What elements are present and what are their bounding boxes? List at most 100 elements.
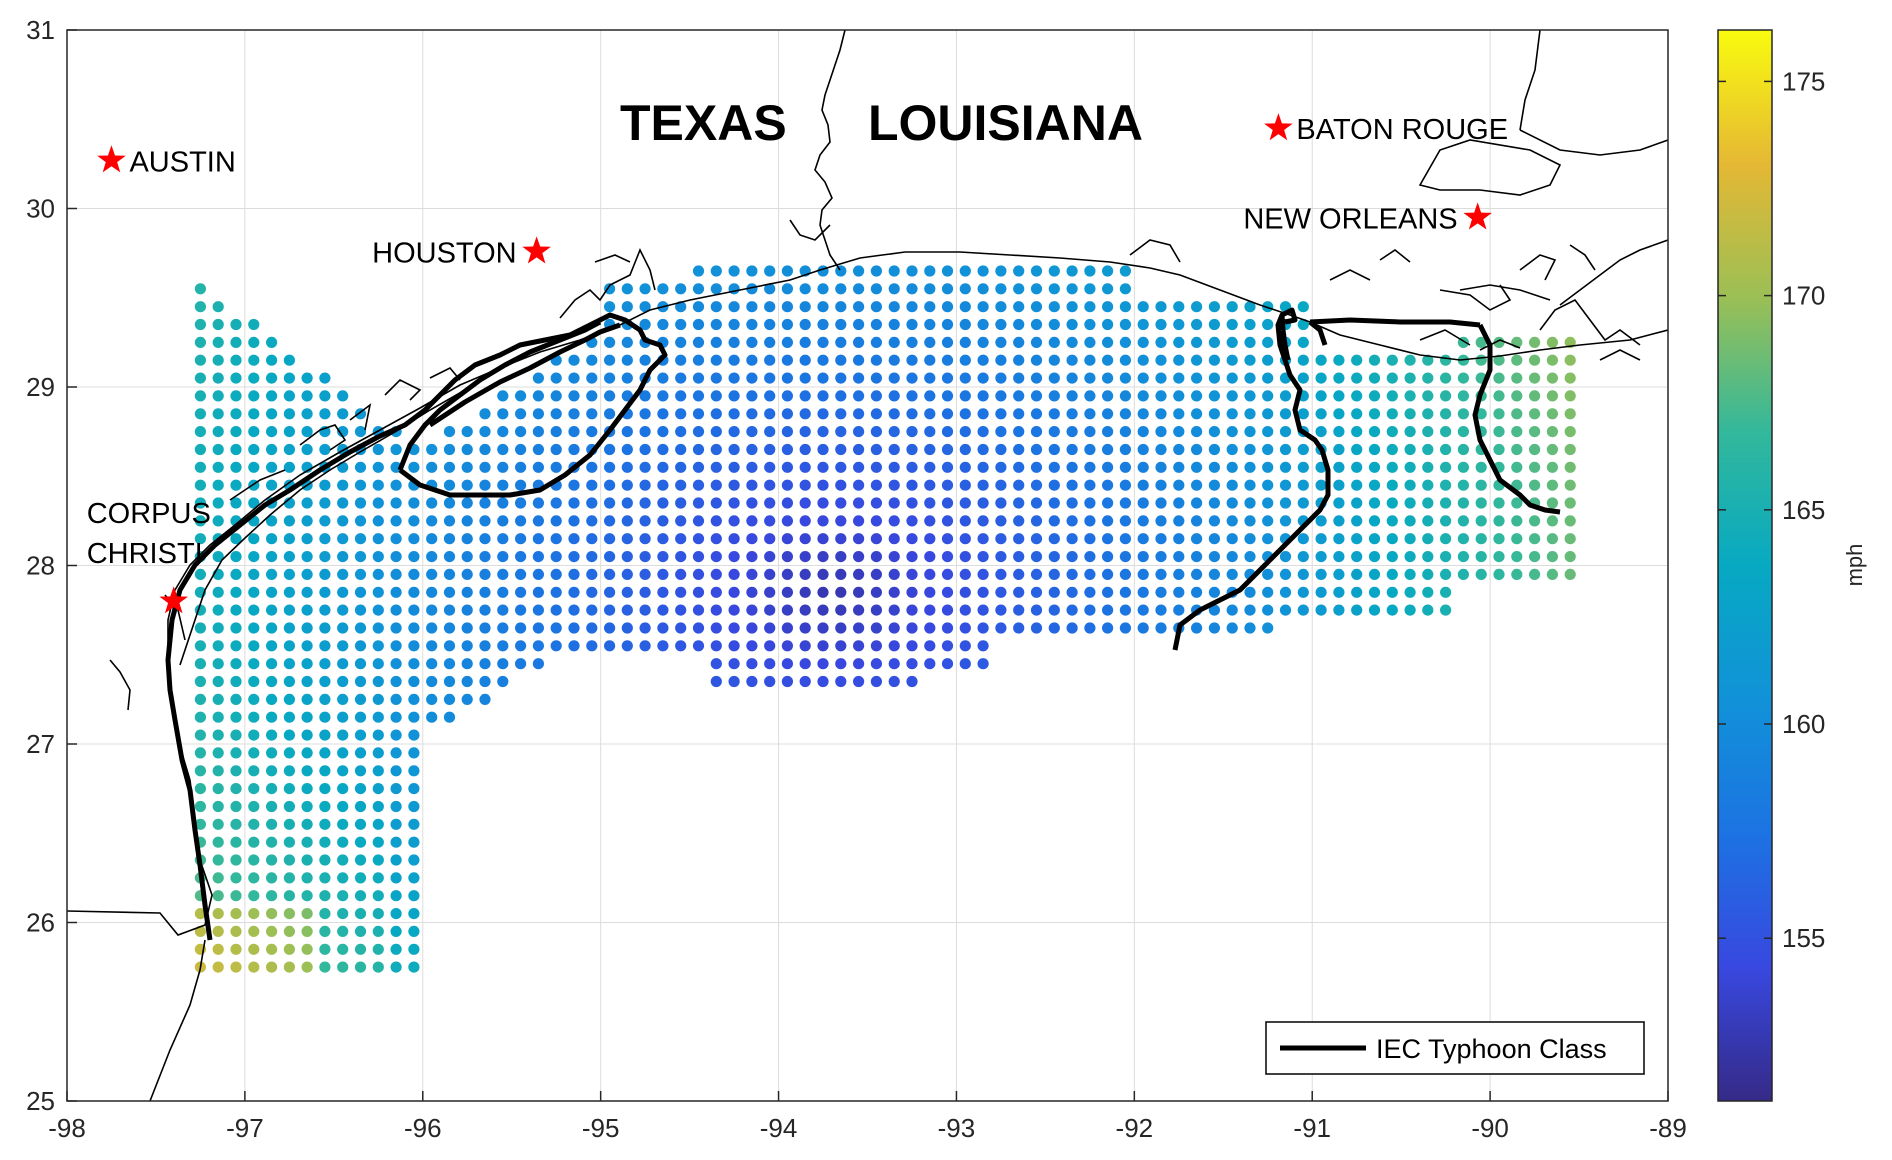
- wind-speed-point: [835, 354, 847, 366]
- wind-speed-point: [746, 372, 758, 384]
- wind-speed-point: [1226, 461, 1238, 473]
- wind-speed-point: [1404, 443, 1416, 456]
- wind-speed-point: [1119, 533, 1131, 545]
- wind-speed-point: [977, 265, 989, 277]
- wind-speed-point: [621, 372, 633, 384]
- wind-speed-point: [835, 318, 847, 331]
- wind-speed-point: [568, 604, 580, 616]
- wind-speed-point: [781, 443, 794, 456]
- wind-speed-point: [870, 640, 883, 652]
- wind-speed-point: [657, 408, 669, 420]
- wind-speed-point: [568, 586, 580, 598]
- wind-speed-point: [1529, 408, 1541, 420]
- wind-speed-point: [1386, 515, 1398, 527]
- wind-speed-point: [497, 675, 509, 688]
- wind-speed-point: [1226, 390, 1238, 402]
- wind-speed-point: [746, 640, 758, 652]
- x-tick-label: -90: [1471, 1113, 1509, 1143]
- wind-speed-point: [995, 533, 1007, 545]
- wind-speed-point: [1191, 336, 1203, 348]
- wind-speed-point: [888, 533, 900, 545]
- wind-speed-point: [764, 461, 776, 473]
- wind-speed-point: [354, 568, 367, 581]
- wind-speed-point: [443, 675, 456, 688]
- wind-speed-point: [1226, 354, 1238, 366]
- wind-speed-point: [835, 372, 847, 384]
- wind-speed-point: [604, 551, 616, 563]
- wind-speed-point: [230, 318, 242, 331]
- wind-speed-point: [1511, 461, 1523, 473]
- wind-speed-point: [835, 551, 847, 563]
- wind-speed-point: [390, 622, 402, 634]
- wind-speed-point: [1529, 551, 1541, 563]
- wind-speed-point: [1279, 568, 1292, 581]
- wind-speed-point: [888, 658, 900, 670]
- wind-speed-point: [372, 586, 384, 598]
- wind-speed-point: [443, 551, 456, 563]
- wind-speed-point: [248, 426, 260, 438]
- wind-speed-point: [408, 533, 420, 545]
- wind-speed-point: [194, 515, 206, 527]
- wind-speed-point: [337, 836, 349, 848]
- wind-speed-point: [212, 836, 224, 848]
- wind-speed-point: [1155, 515, 1167, 527]
- wind-speed-point: [230, 925, 242, 938]
- wind-speed-point: [1351, 354, 1363, 366]
- wind-speed-point: [995, 515, 1007, 527]
- wind-speed-point: [870, 604, 883, 616]
- wind-speed-point: [479, 551, 491, 563]
- wind-speed-point: [621, 479, 633, 491]
- wind-speed-point: [799, 658, 811, 670]
- wind-speed-point: [1457, 461, 1469, 473]
- wind-speed-point: [621, 515, 633, 527]
- wind-speed-point: [1493, 533, 1505, 545]
- wind-speed-point: [497, 426, 509, 438]
- wind-speed-point: [1048, 372, 1060, 384]
- wind-speed-point: [354, 658, 367, 670]
- wind-speed-point: [888, 390, 900, 402]
- wind-speed-point: [639, 301, 651, 313]
- wind-speed-point: [1386, 354, 1398, 366]
- wind-speed-point: [390, 908, 402, 920]
- wind-speed-point: [194, 675, 206, 688]
- wind-speed-point: [817, 301, 829, 313]
- wind-speed-point: [781, 318, 794, 331]
- wind-speed-point: [1030, 551, 1043, 563]
- wind-speed-point: [1030, 461, 1043, 473]
- wind-speed-point: [497, 622, 509, 634]
- wind-speed-point: [515, 640, 527, 652]
- wind-speed-point: [568, 551, 580, 563]
- wind-speed-point: [354, 711, 367, 723]
- wind-speed-point: [959, 336, 971, 348]
- wind-speed-point: [941, 622, 954, 634]
- wind-speed-point: [497, 408, 509, 420]
- wind-speed-point: [764, 426, 776, 438]
- wind-speed-point: [1137, 301, 1149, 313]
- wind-speed-point: [1048, 265, 1060, 277]
- wind-speed-point: [354, 800, 367, 813]
- wind-speed-point: [995, 408, 1007, 420]
- wind-speed-point: [941, 515, 954, 527]
- wind-speed-point: [835, 533, 847, 545]
- city-1: HOUSTON: [372, 236, 551, 269]
- wind-speed-point: [212, 783, 224, 795]
- wind-speed-point: [1529, 336, 1541, 348]
- wind-speed-point: [248, 711, 260, 723]
- wind-speed-point: [1368, 390, 1381, 402]
- wind-speed-point: [1511, 426, 1523, 438]
- wind-speed-point: [1315, 551, 1327, 563]
- wind-speed-point: [639, 551, 651, 563]
- wind-speed-point: [1119, 354, 1131, 366]
- wind-speed-point: [586, 497, 598, 509]
- wind-speed-point: [888, 461, 900, 473]
- wind-speed-point: [283, 443, 295, 456]
- wind-speed-point: [337, 426, 349, 438]
- wind-speed-point: [781, 568, 794, 581]
- wind-speed-point: [301, 586, 313, 598]
- wind-speed-point: [266, 622, 278, 634]
- wind-speed-point: [443, 568, 456, 581]
- wind-speed-point: [692, 568, 705, 581]
- wind-speed-point: [941, 551, 954, 563]
- wind-speed-point: [1475, 461, 1487, 473]
- wind-speed-point: [532, 461, 545, 473]
